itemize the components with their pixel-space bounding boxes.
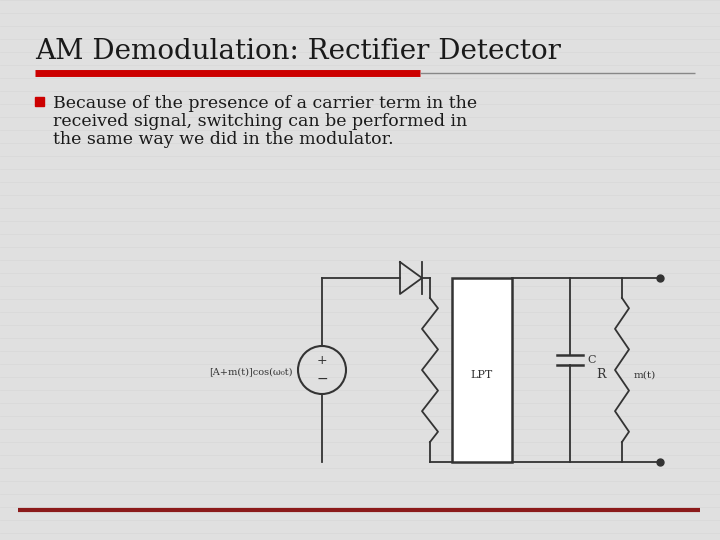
Bar (35, 97, 44, 106)
Text: +: + (317, 354, 328, 368)
Bar (452, 278, 512, 462)
Text: LPT: LPT (471, 370, 493, 380)
Text: R: R (596, 368, 606, 381)
Text: m(t): m(t) (634, 370, 656, 380)
Text: the same way we did in the modulator.: the same way we did in the modulator. (53, 131, 394, 148)
Text: [A+m(t)]cos(ω₀t): [A+m(t)]cos(ω₀t) (210, 368, 293, 376)
Text: Because of the presence of a carrier term in the: Because of the presence of a carrier ter… (53, 95, 477, 112)
Text: C: C (587, 355, 595, 365)
Text: −: − (316, 372, 328, 386)
Text: AM Demodulation: Rectifier Detector: AM Demodulation: Rectifier Detector (35, 38, 561, 65)
Text: received signal, switching can be performed in: received signal, switching can be perfor… (53, 113, 467, 130)
